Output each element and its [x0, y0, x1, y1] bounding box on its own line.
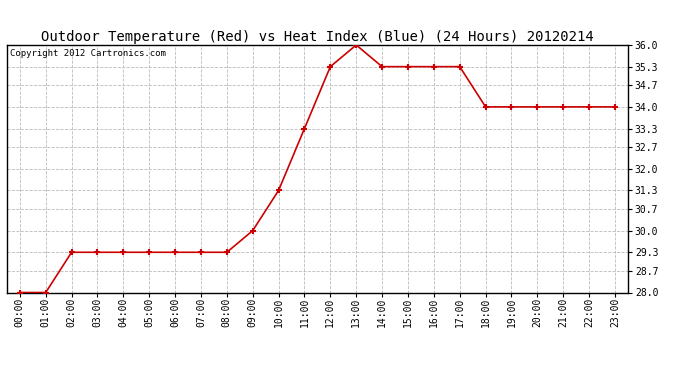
Text: Copyright 2012 Cartronics.com: Copyright 2012 Cartronics.com — [10, 49, 166, 58]
Title: Outdoor Temperature (Red) vs Heat Index (Blue) (24 Hours) 20120214: Outdoor Temperature (Red) vs Heat Index … — [41, 30, 594, 44]
